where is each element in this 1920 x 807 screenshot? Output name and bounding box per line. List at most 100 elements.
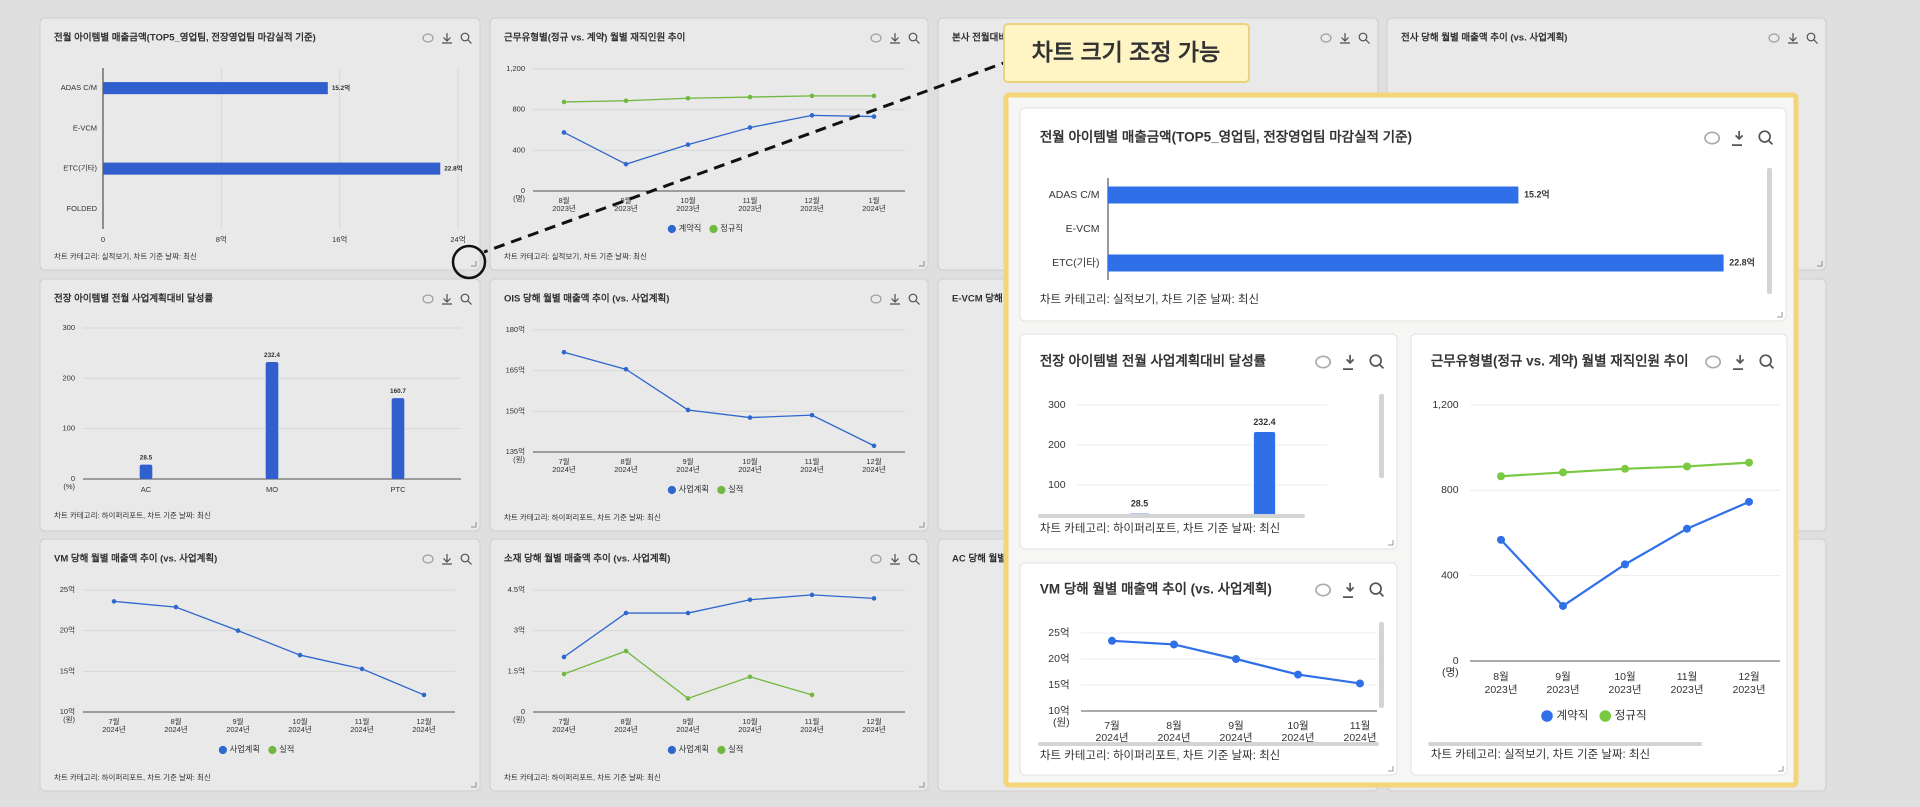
download-icon[interactable] <box>442 554 452 565</box>
resize-handle <box>1388 766 1394 772</box>
y-tick-label: 0 <box>521 186 525 195</box>
y-tick-label: 300 <box>62 323 75 332</box>
point <box>871 443 877 449</box>
zoom-icon[interactable] <box>1759 354 1772 367</box>
comment-icon[interactable] <box>422 33 434 43</box>
x-tick-sublabel: 2024년 <box>862 203 886 213</box>
point <box>359 666 365 672</box>
comment-icon[interactable] <box>1705 355 1722 369</box>
download-icon[interactable] <box>1733 354 1745 370</box>
x-tick-label: 11월 <box>1677 671 1698 683</box>
download-icon[interactable] <box>890 33 900 44</box>
point <box>1356 679 1364 688</box>
x-tick-label: 9월 <box>620 195 631 205</box>
point <box>1497 472 1505 481</box>
legend-marker <box>717 485 726 495</box>
zoom-icon-handle <box>1379 364 1385 369</box>
download-icon[interactable] <box>442 33 452 44</box>
bar <box>1108 254 1724 272</box>
point <box>747 94 753 100</box>
bar <box>103 162 441 175</box>
download-icon[interactable] <box>890 554 900 565</box>
download-icon[interactable] <box>1732 130 1744 146</box>
comment-icon[interactable] <box>870 554 882 564</box>
download-icon[interactable] <box>1343 582 1355 598</box>
chart-card: VM 당해 월별 매출액 추이 (vs. 사업계획) 차트 카테고리: 하이퍼리포… <box>1019 562 1398 776</box>
zoom-icon-handle <box>1769 364 1775 369</box>
comment-icon[interactable] <box>1768 33 1780 43</box>
y-tick-label: 800 <box>1441 484 1459 496</box>
zoom-icon-handle <box>1379 592 1385 597</box>
zoom-icon[interactable] <box>460 553 470 563</box>
x-tick-label: 11월 <box>805 716 820 726</box>
point <box>1745 497 1753 506</box>
legend-marker <box>1599 710 1612 722</box>
card <box>1019 333 1398 550</box>
comment-icon[interactable] <box>1704 131 1721 145</box>
x-tick-sublabel: 2023년 <box>676 203 700 213</box>
comment-icon[interactable] <box>1320 33 1332 43</box>
zoom-icon[interactable] <box>908 293 918 303</box>
download-icon[interactable] <box>442 294 452 305</box>
zoom-icon[interactable] <box>460 32 470 42</box>
y-tick-label: 100 <box>1048 479 1066 491</box>
bar <box>265 362 279 479</box>
x-tick-label: 1월 <box>868 195 879 205</box>
download-icon[interactable] <box>890 294 900 305</box>
zoom-icon[interactable] <box>1806 32 1816 42</box>
y-unit: (명) <box>1442 666 1459 678</box>
zoom-icon[interactable] <box>1369 582 1382 595</box>
series-line <box>563 351 875 447</box>
y-unit: (원) <box>513 455 525 464</box>
value-label: 160.7 <box>390 388 406 395</box>
x-tick-label: 8억 <box>216 235 227 244</box>
category-label: ADAS C/M <box>61 83 97 92</box>
category-label: ADAS C/M <box>1049 189 1100 201</box>
zoom-icon[interactable] <box>1758 130 1771 143</box>
card <box>1410 333 1788 776</box>
bar <box>103 82 328 95</box>
legend-marker <box>667 485 676 495</box>
zoom-icon[interactable] <box>1358 32 1368 42</box>
zoom-icon[interactable] <box>908 553 918 563</box>
zoom-icon[interactable] <box>908 32 918 42</box>
footnote: 차트 카테고리: 하이퍼리포트, 차트 기준 날짜: 최신 <box>54 510 211 520</box>
callout-text: 차트 크기 조정 가능 <box>1032 39 1220 65</box>
download-icon[interactable] <box>1340 33 1350 44</box>
download-icon[interactable] <box>1343 354 1355 370</box>
comment-icon[interactable] <box>422 554 434 564</box>
point <box>809 412 815 418</box>
x-tick-label: 7월 <box>108 716 119 726</box>
x-tick-label: 9월 <box>1228 720 1244 732</box>
resize-handle <box>471 782 477 788</box>
x-tick-sublabel: 2024년 <box>164 724 188 734</box>
x-tick-sublabel: 2024년 <box>552 464 576 474</box>
zoom-icon-handle <box>1768 140 1774 145</box>
zoom-icon-handle <box>915 39 920 44</box>
point <box>747 674 753 680</box>
chart-title: VM 당해 월별 매출액 추이 (vs. 사업계획) <box>1040 581 1272 597</box>
x-tick-label: 8월 <box>620 716 631 726</box>
point <box>111 599 117 604</box>
x-tick-sublabel: 2024년 <box>862 464 886 474</box>
card <box>1019 562 1398 776</box>
x-tick-sublabel: 2024년 <box>226 724 250 734</box>
zoom-icon-handle <box>1813 39 1818 44</box>
comment-icon[interactable] <box>870 33 882 43</box>
x-tick-label: 8월 <box>1493 671 1509 683</box>
comment-icon[interactable] <box>1315 583 1332 597</box>
chart-title: OIS 당해 월별 매출액 추이 (vs. 사업계획) <box>504 293 669 305</box>
comment-icon[interactable] <box>422 294 434 304</box>
zoom-icon[interactable] <box>460 293 470 303</box>
download-icon[interactable] <box>1788 33 1798 44</box>
x-tick-sublabel: 2023년 <box>614 203 638 213</box>
comment-icon[interactable] <box>870 294 882 304</box>
x-tick-label: 11월 <box>743 195 758 205</box>
point <box>685 95 691 101</box>
x-tick-sublabel: 2023년 <box>1732 684 1765 696</box>
x-tick-label: 11월 <box>355 716 370 726</box>
comment-icon[interactable] <box>1315 355 1332 369</box>
x-tick-label: AC <box>141 485 152 494</box>
zoom-icon[interactable] <box>1369 354 1382 367</box>
